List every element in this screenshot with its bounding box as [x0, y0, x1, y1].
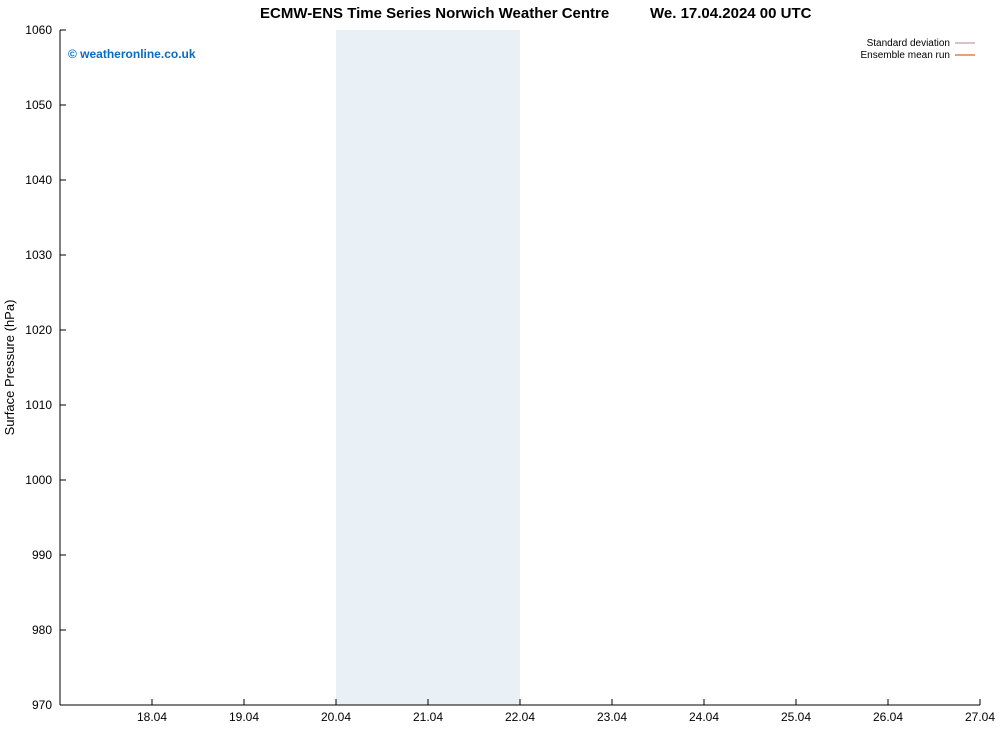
x-tick-label: 18.04: [137, 710, 167, 724]
legend-label: Ensemble mean run: [861, 50, 951, 61]
x-tick-label: 27.04: [965, 710, 995, 724]
y-axis-label: Surface Pressure (hPa): [2, 300, 17, 436]
x-tick-label: 26.04: [873, 710, 903, 724]
x-tick-label: 22.04: [505, 710, 535, 724]
y-tick-label: 1000: [25, 473, 52, 487]
x-tick-label: 23.04: [597, 710, 627, 724]
y-tick-label: 980: [32, 623, 52, 637]
y-tick-label: 1020: [25, 323, 52, 337]
stddev-fill-band: [336, 30, 520, 705]
x-tick-label: 24.04: [689, 710, 719, 724]
x-tick-label: 20.04: [321, 710, 351, 724]
y-tick-label: 1060: [25, 23, 52, 37]
x-tick-label: 25.04: [781, 710, 811, 724]
y-tick-label: 1050: [25, 98, 52, 112]
y-tick-label: 970: [32, 698, 52, 712]
y-tick-label: 1040: [25, 173, 52, 187]
y-tick-label: 1030: [25, 248, 52, 262]
legend-label: Standard deviation: [867, 38, 950, 49]
x-tick-label: 19.04: [229, 710, 259, 724]
chart-date: We. 17.04.2024 00 UTC: [650, 5, 812, 22]
chart-title: ECMW-ENS Time Series Norwich Weather Cen…: [260, 5, 609, 22]
y-tick-label: 1010: [25, 398, 52, 412]
watermark: © weatheronline.co.uk: [68, 47, 196, 61]
pressure-chart: 970 980 990 1000 1010 1020 1030 1040 1050 1060 18.…: [0, 0, 1000, 733]
x-tick-label: 21.04: [413, 710, 443, 724]
y-tick-label: 990: [32, 548, 52, 562]
